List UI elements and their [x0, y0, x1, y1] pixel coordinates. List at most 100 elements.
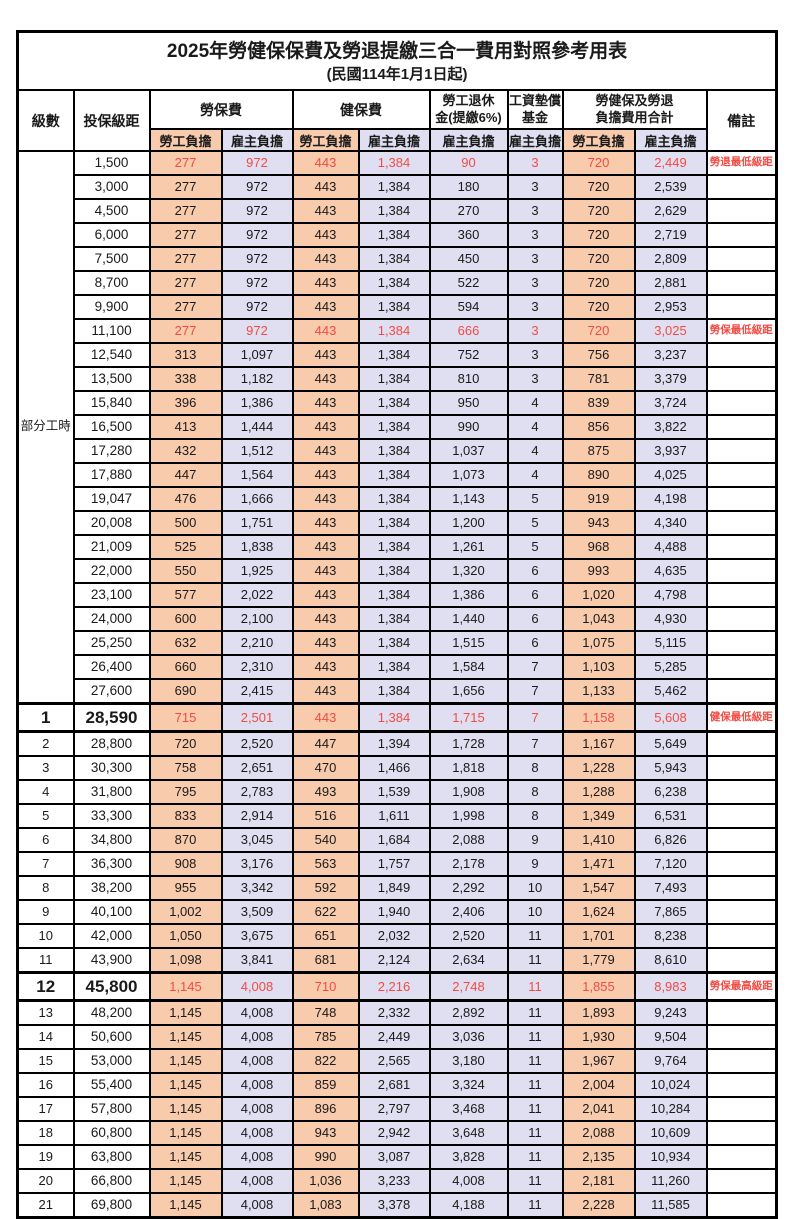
value-cell: 5: [506, 510, 564, 536]
bracket-cell: 21,009: [72, 534, 151, 560]
value-cell: 1,143: [428, 486, 509, 512]
value-cell: 443: [291, 150, 360, 176]
value-cell: 270: [428, 198, 509, 224]
value-cell: 5,285: [633, 654, 708, 680]
note-cell: [705, 1072, 778, 1098]
value-cell: 594: [428, 294, 509, 320]
value-cell: 1,098: [148, 947, 223, 974]
value-cell: 1,145: [148, 1168, 223, 1194]
value-cell: 1,728: [428, 730, 509, 757]
value-cell: 3,180: [428, 1048, 509, 1074]
bracket-cell: 45,800: [72, 971, 151, 1002]
value-cell: 3,036: [428, 1024, 509, 1050]
group-header-pension: 勞工退休 金(提繳6%): [428, 89, 509, 130]
value-cell: 443: [291, 630, 360, 656]
table-row: 25,250 632 2,210 443 1,384 1,515 6 1,075 5,115: [18, 630, 778, 656]
value-cell: 360: [428, 222, 509, 248]
value-cell: 7: [506, 654, 564, 680]
subheader-health-ins-employee: 勞工負擔: [291, 128, 360, 152]
value-cell: 4,008: [220, 1072, 294, 1098]
value-cell: 443: [291, 174, 360, 200]
value-cell: 2,539: [633, 174, 708, 200]
table-row: 15,840 396 1,386 443 1,384 950 4 839 3,724: [18, 390, 778, 416]
value-cell: 1,043: [561, 606, 636, 632]
value-cell: 1,075: [561, 630, 636, 656]
value-cell: 3,233: [357, 1168, 431, 1194]
bracket-cell: 53,000: [72, 1048, 151, 1074]
value-cell: 795: [148, 779, 223, 805]
value-cell: 950: [428, 390, 509, 416]
value-cell: 3,378: [357, 1192, 431, 1219]
value-cell: 1,818: [428, 755, 509, 781]
value-cell: 1,384: [357, 630, 431, 656]
value-cell: 3,176: [220, 851, 294, 877]
value-cell: 4: [506, 414, 564, 440]
table-row: 20,008 500 1,751 443 1,384 1,200 5 943 4,340: [18, 510, 778, 536]
value-cell: 10,024: [633, 1072, 708, 1098]
value-cell: 7: [506, 730, 564, 757]
note-cell: [705, 534, 778, 560]
value-cell: 5,608: [633, 702, 708, 733]
value-cell: 3: [506, 270, 564, 296]
value-cell: 3: [506, 174, 564, 200]
value-cell: 3,045: [220, 827, 294, 853]
value-cell: 4,340: [633, 510, 708, 536]
bracket-cell: 66,800: [72, 1168, 151, 1194]
group-header-labor-insurance: 勞保費: [148, 89, 294, 130]
bracket-cell: 3,000: [72, 174, 151, 200]
value-cell: 1,410: [561, 827, 636, 853]
value-cell: 2,022: [220, 582, 294, 608]
level-cell: 19: [16, 1144, 75, 1170]
table-row: 2 28,800 720 2,520 447 1,394 1,728 7 1,167 5,649: [16, 730, 778, 757]
value-cell: 1,182: [220, 366, 294, 392]
value-cell: 1,145: [148, 1048, 223, 1074]
value-cell: 2,953: [633, 294, 708, 320]
table-row: 9,900 277 972 443 1,384 594 3 720 2,953: [18, 294, 778, 320]
table-row: 17,280 432 1,512 443 1,384 1,037 4 875 3,937: [18, 438, 778, 464]
table-row: 13 48,200 1,145 4,008 748 2,332 2,892 11 1,893 9,…: [16, 999, 778, 1026]
value-cell: 758: [148, 755, 223, 781]
note-cell: 勞保最高級距: [705, 971, 778, 1002]
table-row: 3 30,300 758 2,651 470 1,466 1,818 8 1,228 5,943: [16, 755, 778, 781]
table-row: 21,009 525 1,838 443 1,384 1,261 5 968 4,488: [18, 534, 778, 560]
value-cell: 1,200: [428, 510, 509, 536]
bracket-cell: 34,800: [72, 827, 151, 853]
value-cell: 1,097: [220, 342, 294, 368]
table-row: 9 40,100 1,002 3,509 622 1,940 2,406 10 1,624 7,8…: [16, 899, 778, 925]
table-row: 4,500 277 972 443 1,384 270 3 720 2,629: [18, 198, 778, 224]
value-cell: 990: [428, 414, 509, 440]
level-cell: 10: [16, 923, 75, 949]
level-cell: 16: [16, 1072, 75, 1098]
value-cell: 277: [148, 150, 223, 176]
value-cell: 2,501: [220, 702, 294, 733]
subheader-wage-fund-employer: 雇主負擔: [506, 128, 564, 152]
level-cell: 8: [16, 875, 75, 901]
value-cell: 443: [291, 342, 360, 368]
value-cell: 4,008: [220, 1144, 294, 1170]
value-cell: 11: [506, 1096, 564, 1122]
value-cell: 681: [291, 947, 360, 974]
value-cell: 833: [148, 803, 223, 829]
value-cell: 2,881: [633, 270, 708, 296]
bracket-cell: 19,047: [72, 486, 151, 512]
value-cell: 1,471: [561, 851, 636, 877]
table-row: 18 60,800 1,145 4,008 943 2,942 3,648 11 2,088 10…: [16, 1120, 778, 1146]
value-cell: 2,797: [357, 1096, 431, 1122]
level-cell: 20: [16, 1168, 75, 1194]
value-cell: 3,468: [428, 1096, 509, 1122]
part-time-label-cell: 部分工時: [16, 150, 75, 705]
level-cell: 17: [16, 1096, 75, 1122]
value-cell: 2,415: [220, 678, 294, 705]
value-cell: 1,158: [561, 702, 636, 733]
title-row: 2025年勞健保保費及勞退提繳三合一費用對照參考用表 (民國114年1月1日起): [16, 30, 778, 91]
value-cell: 1,584: [428, 654, 509, 680]
value-cell: 1,145: [148, 1072, 223, 1098]
value-cell: 6,826: [633, 827, 708, 853]
value-cell: 651: [291, 923, 360, 949]
value-cell: 1,967: [561, 1048, 636, 1074]
value-cell: 3: [506, 318, 564, 344]
table-row: 12 45,800 1,145 4,008 710 2,216 2,748 11 1,855 8,…: [16, 971, 778, 1002]
value-cell: 443: [291, 582, 360, 608]
value-cell: 2,310: [220, 654, 294, 680]
value-cell: 1,384: [357, 414, 431, 440]
